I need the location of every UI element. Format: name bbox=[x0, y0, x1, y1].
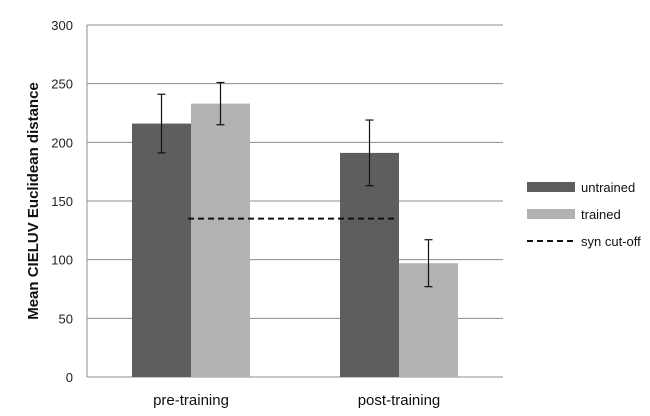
x-category-label: post-training bbox=[358, 392, 441, 409]
error-bars bbox=[157, 81, 433, 288]
tick-labels: 0 50 100 150 200 250 300 pre-training post-train… bbox=[51, 18, 440, 409]
y-tick-label: 300 bbox=[51, 18, 73, 33]
bar-untrained-pre-training bbox=[132, 123, 191, 377]
legend-label-trained: trained bbox=[581, 207, 621, 222]
y-tick-label: 100 bbox=[51, 253, 73, 268]
y-tick-label: 200 bbox=[51, 135, 73, 150]
legend-swatch-trained bbox=[527, 209, 575, 219]
legend-swatch-untrained bbox=[527, 182, 575, 192]
y-tick-label: 0 bbox=[66, 370, 73, 385]
bar-trained-pre-training bbox=[191, 103, 250, 377]
bar-untrained-post-training bbox=[340, 152, 399, 377]
y-tick-label: 150 bbox=[51, 194, 73, 209]
legend-label-syn-cutoff: syn cut-off bbox=[581, 234, 641, 249]
legend: untrained trained syn cut-off bbox=[527, 180, 641, 249]
y-axis-title: Mean CIELUV Euclidean distance bbox=[25, 82, 42, 320]
bars bbox=[132, 103, 458, 377]
x-category-label: pre-training bbox=[153, 392, 229, 409]
y-tick-label: 250 bbox=[51, 77, 73, 92]
legend-label-untrained: untrained bbox=[581, 180, 635, 195]
y-tick-label: 50 bbox=[59, 311, 73, 326]
